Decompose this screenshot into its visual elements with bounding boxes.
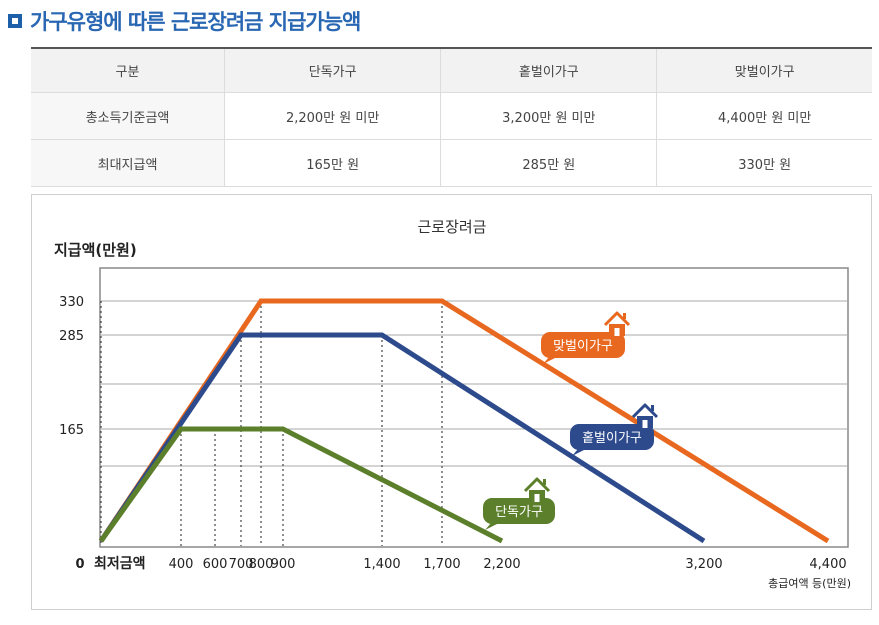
y-tick-label: 330 (59, 295, 84, 310)
benefit-table: 구분 단독가구 홑벌이가구 맞벌이가구 총소득기준금액 2,200만 원 미만 … (31, 47, 872, 187)
table-cell: 165만 원 (224, 139, 442, 187)
label-text: 단독가구 (495, 505, 543, 520)
house-chimney (623, 313, 626, 319)
label-pill-tail (572, 449, 586, 456)
series-lines (98, 298, 830, 544)
table-cell: 330만 원 (656, 139, 872, 187)
y-ticks: 165 285 330 (59, 295, 84, 438)
table-header-row: 구분 단독가구 홑벌이가구 맞벌이가구 (31, 47, 872, 93)
square-bullet-icon (8, 14, 22, 28)
label-pill-tail (485, 523, 499, 530)
table-cell: 285만 원 (440, 139, 658, 187)
label-pill (570, 424, 654, 450)
label-pill (541, 332, 625, 358)
house-icon (603, 311, 631, 336)
chart-title: 근로장려금 (417, 218, 486, 236)
house-door (642, 420, 648, 428)
series-line (98, 332, 706, 544)
house-chimney (651, 405, 654, 411)
table-header: 홑벌이가구 (440, 47, 658, 93)
x-tick-label: 800 (249, 557, 274, 572)
x-tick-label: 1,400 (363, 557, 400, 572)
table-header: 맞벌이가구 (656, 47, 872, 93)
x-tick-label: 900 (271, 557, 296, 572)
x-tick-label: 400 (169, 557, 194, 572)
series-label-single: 단독가구 (483, 477, 555, 530)
x-tick-label: 700 (229, 557, 254, 572)
table-header: 구분 (31, 47, 226, 93)
house-chimney (543, 479, 546, 485)
x-tick-label: 1,700 (423, 557, 460, 572)
label-text: 맞벌이가구 (553, 339, 613, 354)
table-cell: 총소득기준금액 (31, 92, 226, 140)
x-tick-label: 4,400 (809, 557, 846, 572)
label-text: 홑벌이가구 (582, 431, 642, 446)
x-tick-label: 3,200 (685, 557, 722, 572)
series-label-single_earner: 홑벌이가구 (570, 403, 659, 456)
house-door (614, 328, 620, 336)
label-pill (483, 498, 555, 524)
min-wage-label: 최저금액 (94, 555, 146, 572)
table-cell: 2,200만 원 미만 (224, 92, 442, 140)
guide-lines (100, 301, 443, 546)
y-tick-label: 285 (59, 329, 84, 344)
house-icon (631, 403, 659, 428)
plot-area (99, 267, 849, 548)
house-roof (523, 477, 551, 493)
house-door (534, 494, 540, 502)
label-pill-tail (543, 357, 557, 364)
x-tick-label: 2,200 (483, 557, 520, 572)
y-axis-label: 지급액(만원) (54, 241, 137, 259)
x-tick-label: 600 (203, 557, 228, 572)
page-title: 가구유형에 따른 근로장려금 지급가능액 (30, 10, 361, 34)
table-row: 최대지급액 165만 원 285만 원 330만 원 (31, 139, 872, 187)
table-header: 단독가구 (224, 47, 442, 93)
y-tick-label: 165 (59, 423, 84, 438)
origin-label: 0 (75, 557, 84, 572)
chart-container: 근로장려금 지급액(만원) 165 285 330 400 600 700 800 900 1… (31, 194, 872, 610)
table-cell: 3,200만 원 미만 (440, 92, 658, 140)
house-roof (631, 403, 659, 419)
table-cell: 최대지급액 (31, 139, 226, 187)
x-axis-label: 총급여액 등(만원) (768, 577, 851, 590)
series-line (98, 426, 504, 544)
house-icon (523, 477, 551, 502)
table-cell: 4,400만 원 미만 (656, 92, 872, 140)
house-roof (603, 311, 631, 327)
table-row: 총소득기준금액 2,200만 원 미만 3,200만 원 미만 4,400만 원… (31, 92, 872, 140)
series-label-dual: 맞벌이가구 (541, 311, 631, 364)
page-title-row: 가구유형에 따른 근로장려금 지급가능액 (8, 6, 361, 36)
